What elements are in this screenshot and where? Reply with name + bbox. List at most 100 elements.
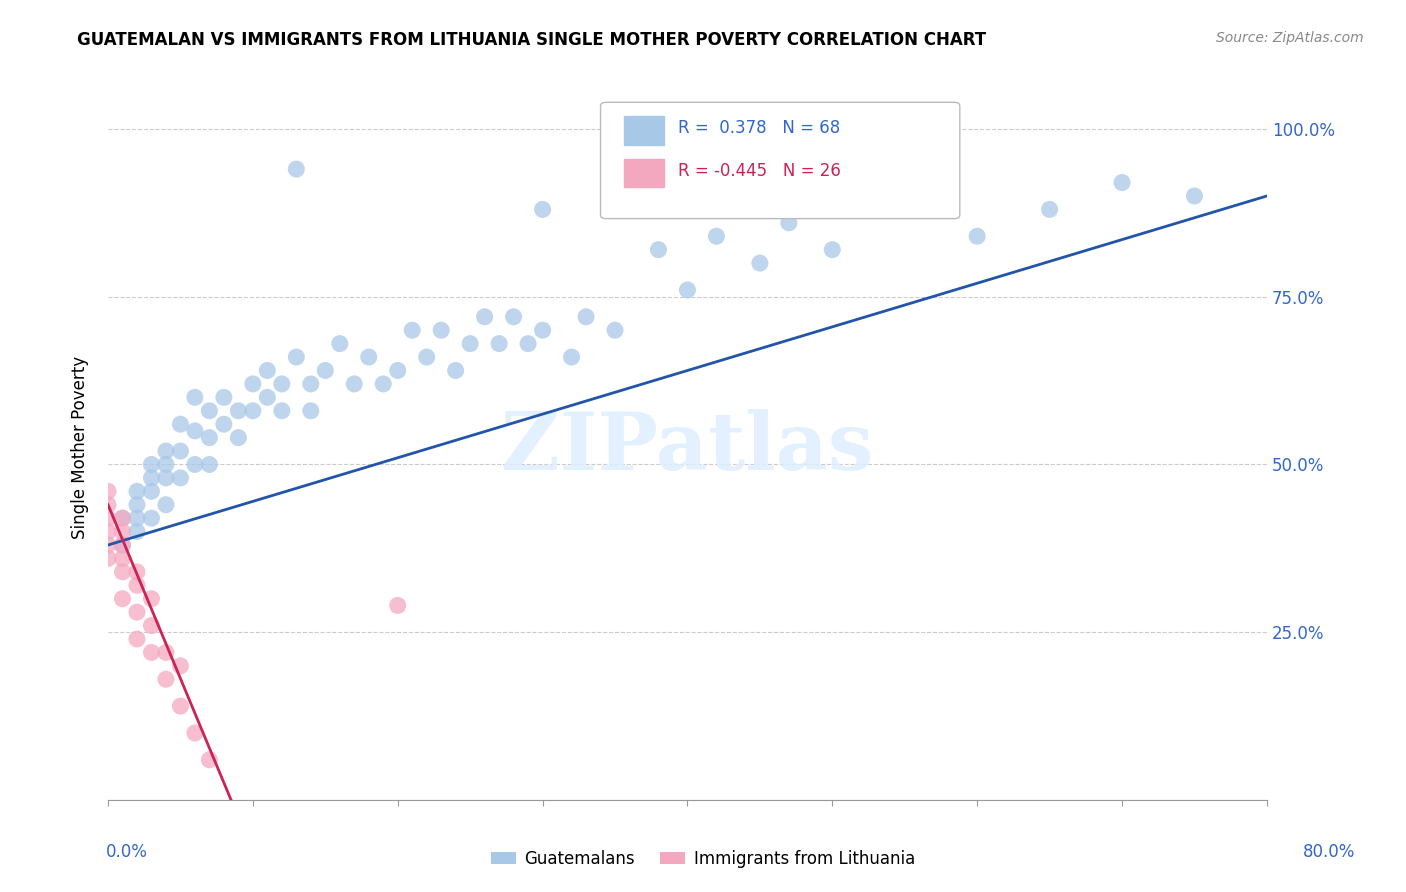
Point <box>242 376 264 391</box>
Point <box>212 390 235 404</box>
Point <box>125 498 148 512</box>
Point <box>111 511 134 525</box>
Point <box>676 283 699 297</box>
Point <box>155 673 177 687</box>
Point <box>155 498 177 512</box>
Point <box>821 243 844 257</box>
Point <box>111 591 134 606</box>
Point <box>111 538 134 552</box>
Point <box>141 645 163 659</box>
Legend: Guatemalans, Immigrants from Lithuania: Guatemalans, Immigrants from Lithuania <box>485 844 921 875</box>
Point <box>141 458 163 472</box>
Point <box>141 591 163 606</box>
Point <box>155 471 177 485</box>
Point <box>141 471 163 485</box>
Point <box>270 376 292 391</box>
Text: 80.0%: 80.0% <box>1302 843 1355 861</box>
Text: ZIPatlas: ZIPatlas <box>502 409 873 487</box>
Point <box>169 699 191 714</box>
Point <box>531 202 554 217</box>
Point <box>285 350 308 364</box>
Point <box>430 323 453 337</box>
Point <box>97 551 120 566</box>
Point <box>1184 189 1206 203</box>
Point <box>270 403 292 417</box>
Point <box>647 243 669 257</box>
Point <box>141 618 163 632</box>
Point <box>314 363 336 377</box>
Point <box>198 431 221 445</box>
Point <box>387 363 409 377</box>
Point <box>299 376 322 391</box>
Point <box>111 524 134 539</box>
Point <box>373 376 395 391</box>
Point <box>169 658 191 673</box>
Point <box>125 484 148 499</box>
Point <box>444 363 467 377</box>
Text: GUATEMALAN VS IMMIGRANTS FROM LITHUANIA SINGLE MOTHER POVERTY CORRELATION CHART: GUATEMALAN VS IMMIGRANTS FROM LITHUANIA … <box>77 31 987 49</box>
Point <box>169 444 191 458</box>
Point <box>97 511 120 525</box>
Point <box>1111 176 1133 190</box>
Point <box>1039 202 1062 217</box>
Point <box>198 458 221 472</box>
Point <box>575 310 598 324</box>
Point <box>256 363 278 377</box>
Point <box>125 632 148 646</box>
Bar <box>624 117 664 145</box>
Point <box>343 376 366 391</box>
Point <box>111 551 134 566</box>
Point <box>125 578 148 592</box>
Point <box>184 424 207 438</box>
Point <box>603 323 626 337</box>
Point <box>169 417 191 432</box>
Point <box>502 310 524 324</box>
Point <box>184 726 207 740</box>
Text: R = -0.445   N = 26: R = -0.445 N = 26 <box>678 161 841 179</box>
Point <box>778 216 800 230</box>
Text: R =  0.378   N = 68: R = 0.378 N = 68 <box>678 120 841 137</box>
Point <box>474 310 496 324</box>
Point <box>387 599 409 613</box>
Point <box>415 350 437 364</box>
Point <box>285 162 308 177</box>
Point <box>748 256 770 270</box>
Point <box>242 403 264 417</box>
Point <box>256 390 278 404</box>
Point <box>458 336 481 351</box>
Point <box>184 458 207 472</box>
Point <box>125 524 148 539</box>
Point <box>198 403 221 417</box>
Point <box>531 323 554 337</box>
Point <box>329 336 352 351</box>
Point <box>299 403 322 417</box>
Y-axis label: Single Mother Poverty: Single Mother Poverty <box>72 356 89 540</box>
Point <box>111 538 134 552</box>
Point <box>488 336 510 351</box>
Point <box>228 431 250 445</box>
Point <box>97 524 120 539</box>
Point <box>706 229 728 244</box>
Point <box>155 645 177 659</box>
Text: 0.0%: 0.0% <box>105 843 148 861</box>
Point <box>97 538 120 552</box>
Point <box>125 605 148 619</box>
Bar <box>624 159 664 187</box>
Point <box>155 444 177 458</box>
Point <box>125 565 148 579</box>
Point <box>561 350 583 364</box>
Point <box>125 511 148 525</box>
Point <box>141 484 163 499</box>
Point <box>517 336 540 351</box>
Text: Source: ZipAtlas.com: Source: ZipAtlas.com <box>1216 31 1364 45</box>
Point <box>111 565 134 579</box>
FancyBboxPatch shape <box>600 103 960 219</box>
Point <box>966 229 988 244</box>
Point <box>169 471 191 485</box>
Point <box>97 498 120 512</box>
Point <box>155 458 177 472</box>
Point <box>228 403 250 417</box>
Point <box>184 390 207 404</box>
Point <box>97 484 120 499</box>
Point <box>111 511 134 525</box>
